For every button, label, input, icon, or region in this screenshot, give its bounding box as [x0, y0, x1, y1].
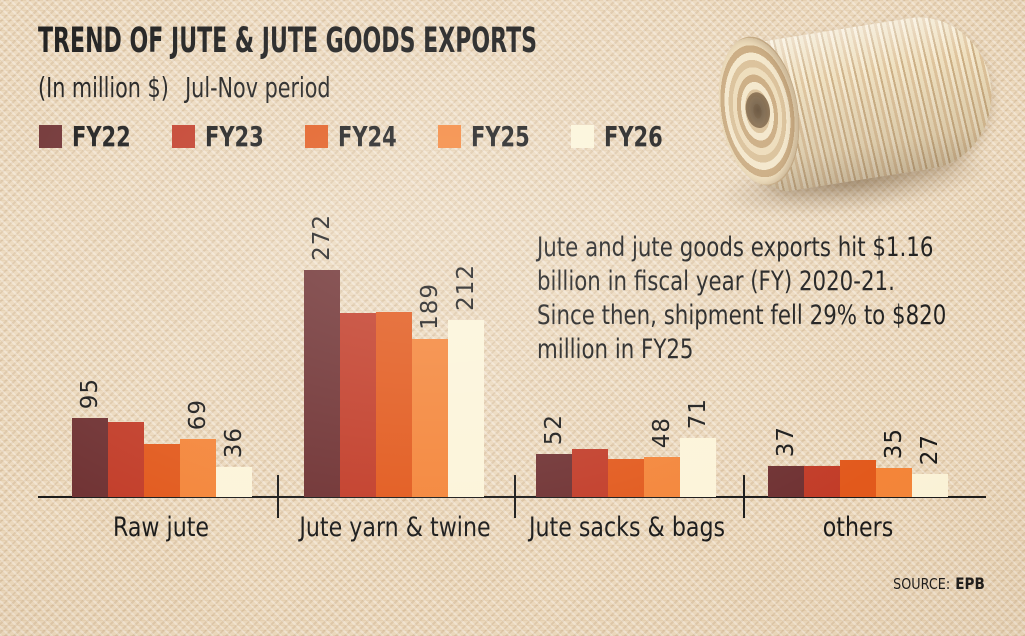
annotation-text: Jute and jute goods exports hit $1.16 bi… [537, 232, 947, 365]
legend-label-fy25: FY25 [471, 119, 530, 153]
bar-group-jute-yarn-twine: 272 189 212 [304, 214, 484, 497]
legend-label-fy26: FY26 [604, 119, 663, 153]
legend-swatch-fy24 [305, 124, 328, 148]
category-label-jute-sacks-bags: Jute sacks & bags [528, 512, 726, 543]
bar-fy24-jute-sacks-bags [608, 459, 644, 497]
bar-cell-fy23-raw-jute [108, 422, 144, 497]
bar-cell-fy24-jute-yarn-twine [376, 312, 412, 497]
bar-value-label-fy22-others: 37 [773, 425, 799, 457]
bar-value-label-fy26-raw-jute: 36 [221, 426, 247, 458]
source-value: EPB [955, 574, 985, 593]
bar-cell-fy24-others [840, 460, 876, 497]
bar-fy25-jute-yarn-twine [412, 339, 448, 497]
bar-group-raw-jute: 95 69 36 [72, 378, 252, 497]
legend-item-fy25: FY25 [438, 120, 571, 153]
bar-cell-fy23-jute-yarn-twine [340, 313, 376, 497]
bar-value-label-fy22-raw-jute: 95 [77, 377, 103, 409]
bar-fy23-raw-jute [108, 422, 144, 497]
bar-cell-fy23-jute-sacks-bags [572, 449, 608, 497]
bar-group-others: 37 35 27 [768, 426, 948, 497]
legend-swatch-fy23 [172, 124, 195, 148]
bar-cell-fy24-jute-sacks-bags [608, 459, 644, 497]
bar-value-label-fy25-jute-sacks-bags: 48 [649, 416, 675, 448]
bar-value-label-fy25-jute-yarn-twine: 189 [417, 283, 443, 330]
bar-fy25-raw-jute [180, 439, 216, 497]
unit-note: (In million $) [38, 71, 169, 104]
bar-cell-fy26-jute-yarn-twine: 212 [448, 264, 484, 497]
bar-fy25-others [876, 468, 912, 497]
bar-cell-fy22-others: 37 [768, 426, 804, 497]
legend-label-fy22: FY22 [72, 119, 131, 153]
bar-fy26-jute-sacks-bags [680, 438, 716, 497]
bar-cell-fy23-others [804, 466, 840, 497]
bar-cell-fy25-raw-jute: 69 [180, 399, 216, 497]
bar-value-label-fy22-jute-sacks-bags: 52 [541, 413, 567, 445]
bar-cell-fy26-raw-jute: 36 [216, 427, 252, 497]
bar-fy23-jute-sacks-bags [572, 449, 608, 497]
bar-cell-fy25-jute-yarn-twine: 189 [412, 283, 448, 497]
axis-tick [514, 475, 516, 518]
category-label-raw-jute: Raw jute [112, 512, 210, 543]
bar-cell-fy22-raw-jute: 95 [72, 378, 108, 497]
category-label-others: others [822, 512, 894, 543]
bar-cell-fy26-others: 27 [912, 434, 948, 497]
legend-label-fy23: FY23 [205, 119, 264, 153]
bar-fy24-jute-yarn-twine [376, 312, 412, 497]
chart-title: TREND OF JUTE & JUTE GOODS EXPORTS [38, 21, 538, 61]
legend-swatch-fy22 [39, 124, 62, 148]
bar-cell-fy26-jute-sacks-bags: 71 [680, 398, 716, 497]
legend-swatch-fy25 [438, 124, 461, 148]
axis-tick [277, 475, 279, 518]
chart-subtitle: (In million $) Jul-Nov period [38, 72, 331, 104]
bar-fy24-raw-jute [144, 444, 180, 497]
bar-fy22-jute-yarn-twine [304, 270, 340, 497]
bar-cell-fy22-jute-sacks-bags: 52 [536, 414, 572, 497]
legend: FY22 FY23 FY24 FY25 FY26 [39, 120, 704, 153]
bar-cell-fy22-jute-yarn-twine: 272 [304, 214, 340, 497]
bar-value-label-fy26-others: 27 [917, 433, 943, 465]
source-credit: SOURCE: EPB [893, 574, 985, 593]
legend-item-fy22: FY22 [39, 120, 172, 153]
bar-value-label-fy25-others: 35 [881, 427, 907, 459]
bar-fy22-others [768, 466, 804, 497]
bar-cell-fy25-others: 35 [876, 428, 912, 497]
bar-value-label-fy25-raw-jute: 69 [185, 398, 211, 430]
legend-item-fy24: FY24 [305, 120, 438, 153]
bar-cell-fy25-jute-sacks-bags: 48 [644, 417, 680, 497]
bar-fy26-others [912, 474, 948, 497]
axis-tick [743, 475, 745, 518]
bar-fy26-raw-jute [216, 467, 252, 497]
bar-fy23-others [804, 466, 840, 497]
legend-item-fy23: FY23 [172, 120, 305, 153]
bar-group-jute-sacks-bags: 52 48 71 [536, 398, 716, 497]
legend-swatch-fy26 [571, 124, 594, 148]
period-note: Jul-Nov period [185, 71, 331, 104]
source-label: SOURCE: [893, 575, 951, 593]
bar-fy24-others [840, 460, 876, 497]
bar-value-label-fy26-jute-yarn-twine: 212 [453, 264, 479, 311]
category-label-jute-yarn-twine: Jute yarn & twine [299, 512, 491, 543]
bar-fy23-jute-yarn-twine [340, 313, 376, 497]
bar-cell-fy24-raw-jute [144, 444, 180, 497]
bar-value-label-fy26-jute-sacks-bags: 71 [685, 397, 711, 429]
legend-item-fy26: FY26 [571, 120, 704, 153]
bar-fy26-jute-yarn-twine [448, 320, 484, 497]
legend-label-fy24: FY24 [338, 119, 397, 153]
bar-value-label-fy22-jute-yarn-twine: 272 [309, 214, 335, 261]
bar-fy22-raw-jute [72, 418, 108, 497]
x-axis-line [38, 496, 986, 498]
bar-fy22-jute-sacks-bags [536, 454, 572, 497]
bar-fy25-jute-sacks-bags [644, 457, 680, 497]
